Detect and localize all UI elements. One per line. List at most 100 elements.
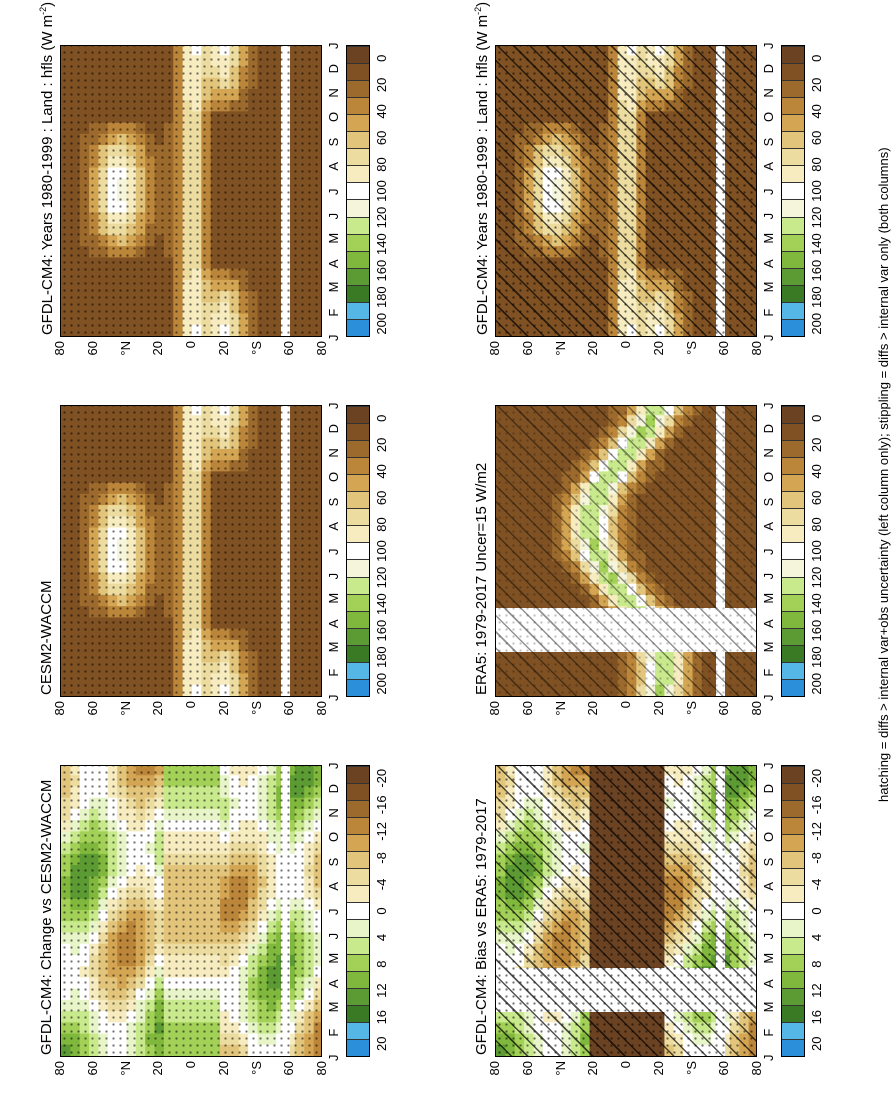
heatmap-cell xyxy=(552,684,563,696)
heatmap-cell xyxy=(683,661,694,674)
heatmap-cell xyxy=(729,493,740,506)
heatmap-cell xyxy=(514,583,525,595)
heatmap-cell xyxy=(683,515,694,528)
heatmap-cell xyxy=(627,437,637,449)
colorbar-swatch xyxy=(782,131,804,149)
heatmap-cell xyxy=(514,515,525,528)
heatmap-cell xyxy=(580,437,591,449)
colorbar-swatch xyxy=(782,817,804,835)
colorbar-label: -16 xyxy=(809,795,824,815)
heatmap-cell xyxy=(655,405,666,416)
heatmap-cell xyxy=(524,459,535,472)
heatmap-cell xyxy=(701,504,712,517)
heatmap-cell xyxy=(570,459,581,472)
heatmap-cell xyxy=(580,526,591,539)
heatmap-cell xyxy=(617,571,628,584)
lat-tick-label: 20 xyxy=(150,1061,166,1076)
colorbar-label: 100 xyxy=(374,540,389,562)
heatmap-cell xyxy=(636,684,647,696)
heatmap-cell xyxy=(552,470,563,483)
heatmap-cell xyxy=(627,482,637,494)
colorbar-swatch xyxy=(782,610,804,628)
heatmap-cell xyxy=(580,425,591,438)
colorbar-swatch xyxy=(347,970,369,988)
colorbar-swatch xyxy=(782,301,804,319)
heatmap-cell xyxy=(598,448,609,461)
lat-tick-label: °N xyxy=(552,341,568,356)
stippling-overlay xyxy=(496,46,756,336)
heatmap-cell xyxy=(673,405,684,416)
heatmap-cell xyxy=(739,560,750,573)
heatmap-cell xyxy=(739,538,750,550)
heatmap-cell xyxy=(552,560,563,573)
heatmap-cell xyxy=(683,538,694,550)
heatmap-cell xyxy=(533,459,544,472)
heatmap-cell xyxy=(608,515,619,528)
heatmap-cell xyxy=(664,571,675,584)
colorbar-swatch xyxy=(347,559,369,577)
heatmap-cell xyxy=(701,594,712,607)
month-tick-label: J xyxy=(761,762,776,770)
heatmap-cell xyxy=(505,493,516,506)
heatmap-cell xyxy=(664,437,675,449)
heatmap-cell xyxy=(617,425,628,438)
heatmap-cell xyxy=(589,459,600,472)
colorbar-swatch xyxy=(782,1004,804,1022)
heatmap-cell xyxy=(524,526,535,539)
heatmap-cell xyxy=(673,594,684,607)
heatmap-cell xyxy=(589,414,600,427)
heatmap-cell xyxy=(589,594,600,607)
heatmap-cell xyxy=(514,405,525,416)
heatmap-cell xyxy=(496,538,506,550)
heatmap-cell xyxy=(739,583,750,595)
heatmap-cell xyxy=(598,414,609,427)
heatmap-cell xyxy=(683,437,694,449)
heatmap-cell xyxy=(627,425,637,438)
heatmap-cell xyxy=(561,515,572,528)
colorbar-swatch xyxy=(347,834,369,852)
heatmap-cell xyxy=(655,549,666,562)
lat-tick-label: 60 xyxy=(519,341,535,356)
heatmap-cell xyxy=(524,504,535,517)
heatmap-cell xyxy=(729,684,740,696)
heatmap-cell xyxy=(645,405,656,416)
heatmap-cell xyxy=(533,515,544,528)
heatmap-cell xyxy=(627,470,637,483)
heatmap-cell xyxy=(589,515,600,528)
heatmap-cell xyxy=(617,583,628,595)
heatmap-cell xyxy=(496,470,506,483)
heatmap-cell xyxy=(729,504,740,517)
heatmap-cell xyxy=(701,526,712,539)
heatmap-cell xyxy=(683,493,694,506)
heatmap-cell xyxy=(496,504,506,517)
heatmap-cell xyxy=(683,414,694,427)
heatmap-cell xyxy=(645,482,656,494)
heatmap-cell xyxy=(598,515,609,528)
heatmap-cell xyxy=(589,650,600,663)
heatmap-cell xyxy=(739,672,750,685)
colorbar-label: -4 xyxy=(374,878,389,891)
heatmap-cell xyxy=(617,549,628,562)
heatmap-cell xyxy=(580,583,591,595)
month-tick-label: O xyxy=(326,111,341,122)
heatmap-cell xyxy=(645,459,656,472)
heatmap-cell xyxy=(514,650,525,663)
colorbar-swatch xyxy=(782,423,804,441)
heatmap-cell xyxy=(739,515,750,528)
heatmap-cell xyxy=(683,459,694,472)
colorbar-swatch xyxy=(347,1038,369,1056)
heatmap-cell xyxy=(533,425,544,438)
heatmap-cell xyxy=(570,684,581,696)
heatmap-cell xyxy=(514,414,525,427)
heatmap-cell xyxy=(739,405,750,416)
colorbar-swatch xyxy=(782,953,804,971)
heatmap-cell xyxy=(608,470,619,483)
heatmap-cell xyxy=(608,549,619,562)
colorbar-swatch xyxy=(782,182,804,200)
heatmap-cell xyxy=(552,672,563,685)
heatmap-plot xyxy=(495,765,757,1057)
colorbar-swatch xyxy=(347,284,369,302)
month-tick-label: A xyxy=(761,522,776,531)
heatmap-cell xyxy=(561,538,572,550)
heatmap-cell xyxy=(701,405,712,416)
